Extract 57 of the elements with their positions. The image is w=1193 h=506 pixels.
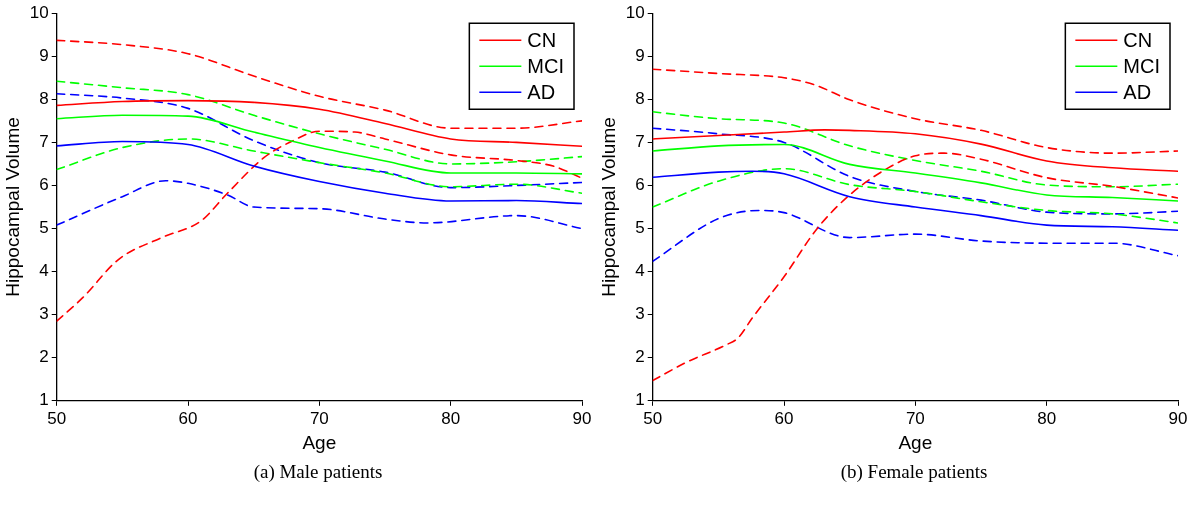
y-tick-label: 4 xyxy=(39,261,49,281)
x-axis-title: Age xyxy=(898,431,933,453)
y-tick-label: 2 xyxy=(39,347,49,367)
x-tick-label: 90 xyxy=(1168,408,1188,428)
y-tick-label: 10 xyxy=(29,2,49,22)
line-series xyxy=(652,209,1178,263)
y-tick-label: 1 xyxy=(39,390,49,410)
line-series xyxy=(56,179,582,230)
y-tick-label: 5 xyxy=(39,218,49,238)
line-series xyxy=(652,143,1178,202)
x-tick-label: 70 xyxy=(309,408,329,428)
legend-label: MCI xyxy=(1123,54,1161,77)
y-tick-label: 4 xyxy=(635,261,645,281)
x-tick-label: 60 xyxy=(178,408,198,428)
x-tick-label: 80 xyxy=(1037,408,1057,428)
line-series xyxy=(56,99,582,148)
line-series xyxy=(652,170,1178,232)
y-axis-title: Hippocampal Volume xyxy=(597,117,619,297)
y-tick-label: 3 xyxy=(635,304,645,324)
y-tick-label: 3 xyxy=(39,304,49,324)
line-series xyxy=(652,167,1178,224)
legend-label: AD xyxy=(527,80,556,103)
line-series xyxy=(56,138,582,195)
y-tick-label: 5 xyxy=(635,218,645,238)
x-tick-label: 50 xyxy=(47,408,67,428)
x-tick-label: 70 xyxy=(905,408,925,428)
line-series xyxy=(652,129,1178,173)
legend-label: CN xyxy=(1123,28,1153,51)
line-series xyxy=(652,111,1178,188)
y-tick-label: 6 xyxy=(39,175,49,195)
y-tick-label: 9 xyxy=(39,45,49,65)
line-series xyxy=(56,130,582,322)
y-tick-label: 6 xyxy=(635,175,645,195)
line-series xyxy=(56,114,582,175)
y-tick-label: 1 xyxy=(635,390,645,410)
y-tick-label: 7 xyxy=(635,132,645,152)
line-series xyxy=(652,127,1178,215)
x-tick-label: 50 xyxy=(643,408,663,428)
x-tick-label: 90 xyxy=(572,408,592,428)
y-axis-title: Hippocampal Volume xyxy=(1,117,23,297)
legend-label: CN xyxy=(527,28,557,51)
y-tick-label: 9 xyxy=(635,45,645,65)
text: (b) Female patients xyxy=(839,461,989,483)
x-tick-label: 60 xyxy=(774,408,794,428)
line-series xyxy=(652,152,1178,382)
legend-label: MCI xyxy=(527,54,565,77)
x-tick-label: 80 xyxy=(441,408,461,428)
legend-label: AD xyxy=(1123,80,1152,103)
text: (a) Male patients xyxy=(252,461,384,483)
y-tick-label: 10 xyxy=(625,2,645,22)
y-tick-label: 7 xyxy=(39,132,49,152)
y-tick-label: 8 xyxy=(39,89,49,109)
y-tick-label: 8 xyxy=(635,89,645,109)
line-series xyxy=(56,140,582,205)
line-series xyxy=(56,80,582,165)
y-tick-label: 2 xyxy=(635,347,645,367)
x-axis-title: Age xyxy=(302,431,337,453)
